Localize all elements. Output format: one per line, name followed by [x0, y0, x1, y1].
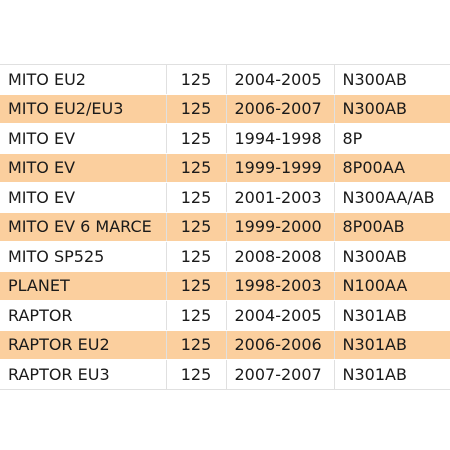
- table-row[interactable]: MITO EU2 125 2004-2005 N300AB: [0, 64, 450, 95]
- years-cell: 2004-2005: [226, 64, 335, 95]
- model-cell: MITO EU2: [0, 64, 167, 95]
- years-cell: 1999-1999: [226, 153, 335, 183]
- cc-cell: 125: [166, 94, 227, 124]
- table-row[interactable]: PLANET 125 1998-2003 N100AA: [0, 271, 450, 301]
- years-cell: 2006-2006: [226, 330, 335, 360]
- table-row[interactable]: MITO EU2/EU3 125 2006-2007 N300AB: [0, 94, 450, 124]
- cc-cell: 125: [166, 300, 227, 331]
- cc-cell: 125: [166, 123, 227, 154]
- years-cell: 2008-2008: [226, 241, 335, 272]
- cc-cell: 125: [166, 212, 227, 242]
- model-cell: MITO EV: [0, 123, 167, 154]
- code-cell: N300AA/AB: [334, 182, 450, 213]
- model-cell: MITO EV: [0, 153, 167, 183]
- table-row[interactable]: RAPTOR EU3 125 2007-2007 N301AB: [0, 359, 450, 390]
- code-cell: 8P: [334, 123, 450, 154]
- years-cell: 2007-2007: [226, 359, 335, 390]
- cc-cell: 125: [166, 271, 227, 301]
- model-cell: MITO EV 6 MARCE: [0, 212, 167, 242]
- cc-cell: 125: [166, 153, 227, 183]
- table-body: MITO EU2 125 2004-2005 N300AB MITO EU2/E…: [0, 64, 450, 390]
- cc-cell: 125: [166, 182, 227, 213]
- code-cell: N100AA: [334, 271, 450, 301]
- model-cell: RAPTOR: [0, 300, 167, 331]
- model-cell: MITO SP525: [0, 241, 167, 272]
- code-cell: 8P00AB: [334, 212, 450, 242]
- cc-cell: 125: [166, 359, 227, 390]
- code-cell: N300AB: [334, 94, 450, 124]
- table-row[interactable]: RAPTOR 125 2004-2005 N301AB: [0, 300, 450, 331]
- code-cell: N301AB: [334, 359, 450, 390]
- years-cell: 2006-2007: [226, 94, 335, 124]
- model-cell: MITO EV: [0, 182, 167, 213]
- model-cell: MITO EU2/EU3: [0, 94, 167, 124]
- years-cell: 1998-2003: [226, 271, 335, 301]
- table-row[interactable]: MITO EV 125 2001-2003 N300AA/AB: [0, 182, 450, 213]
- table-row[interactable]: RAPTOR EU2 125 2006-2006 N301AB: [0, 330, 450, 360]
- code-cell: N300AB: [334, 241, 450, 272]
- code-cell: N301AB: [334, 300, 450, 331]
- models-table: MITO EU2 125 2004-2005 N300AB MITO EU2/E…: [0, 64, 450, 390]
- cc-cell: 125: [166, 241, 227, 272]
- years-cell: 2004-2005: [226, 300, 335, 331]
- cc-cell: 125: [166, 64, 227, 95]
- years-cell: 1994-1998: [226, 123, 335, 154]
- model-cell: RAPTOR EU3: [0, 359, 167, 390]
- model-cell: RAPTOR EU2: [0, 330, 167, 360]
- table-row[interactable]: MITO EV 125 1994-1998 8P: [0, 123, 450, 154]
- model-cell: PLANET: [0, 271, 167, 301]
- table-row[interactable]: MITO EV 6 MARCE 125 1999-2000 8P00AB: [0, 212, 450, 242]
- table-row[interactable]: MITO SP525 125 2008-2008 N300AB: [0, 241, 450, 272]
- code-cell: 8P00AA: [334, 153, 450, 183]
- years-cell: 2001-2003: [226, 182, 335, 213]
- code-cell: N300AB: [334, 64, 450, 95]
- years-cell: 1999-2000: [226, 212, 335, 242]
- table-row[interactable]: MITO EV 125 1999-1999 8P00AA: [0, 153, 450, 183]
- cc-cell: 125: [166, 330, 227, 360]
- code-cell: N301AB: [334, 330, 450, 360]
